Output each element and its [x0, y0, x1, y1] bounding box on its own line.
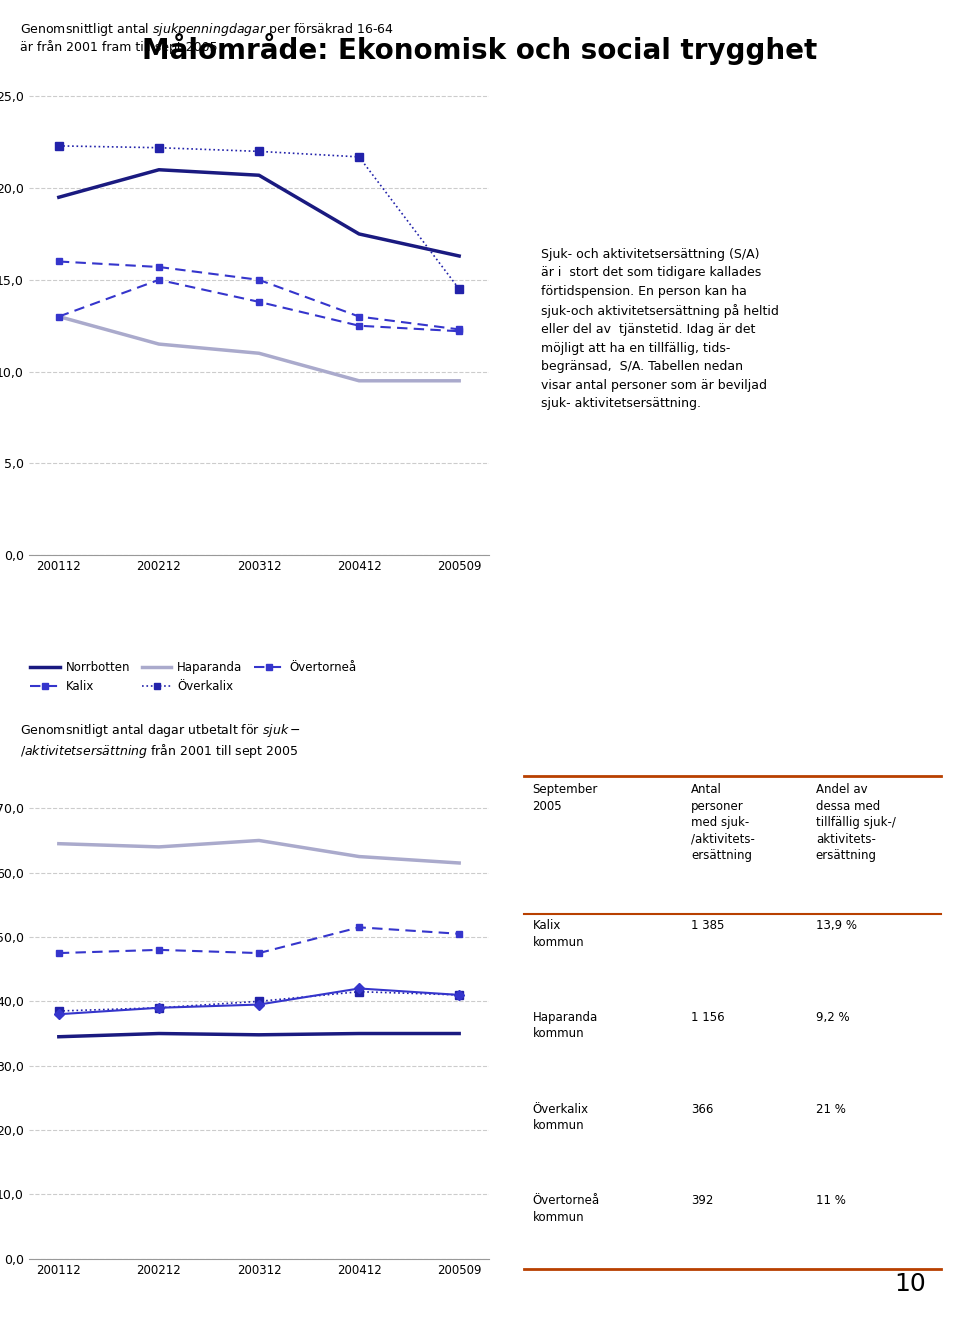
Text: 366: 366 — [691, 1102, 713, 1116]
Text: September
2005: September 2005 — [533, 783, 598, 812]
Text: 10: 10 — [895, 1272, 926, 1296]
Text: 13,9 %: 13,9 % — [816, 920, 857, 933]
Text: Överkalix
kommun: Överkalix kommun — [533, 1102, 588, 1132]
Text: 1 385: 1 385 — [691, 920, 724, 933]
Text: Haparanda
kommun: Haparanda kommun — [533, 1011, 598, 1040]
Text: 392: 392 — [691, 1194, 713, 1207]
Text: Antal
personer
med sjuk-
/aktivitets-
ersättning: Antal personer med sjuk- /aktivitets- er… — [691, 783, 755, 863]
Legend: Norrbotten, Kalix, Haparanda, Överkalix, Övertorneå: Norrbotten, Kalix, Haparanda, Överkalix,… — [26, 656, 362, 698]
Text: 1 156: 1 156 — [691, 1011, 725, 1024]
Text: Genomsnittligt antal $\it{sjukpenningdagar}$ per försäkrad 16-64
är från 2001 fr: Genomsnittligt antal $\it{sjukpenningdag… — [19, 21, 394, 54]
Text: Genomsnitligt antal dagar utbetalt för $\it{sjuk-}$
$\it{/aktivitetsersättning}$: Genomsnitligt antal dagar utbetalt för $… — [19, 722, 300, 761]
Text: Målområde: Ekonomisk och social trygghet: Målområde: Ekonomisk och social trygghet — [142, 33, 818, 65]
Text: Kalix
kommun: Kalix kommun — [533, 920, 585, 949]
Text: Andel av
dessa med
tillfällig sjuk-/
aktivitets-
ersättning: Andel av dessa med tillfällig sjuk-/ akt… — [816, 783, 896, 863]
Text: 11 %: 11 % — [816, 1194, 846, 1207]
Text: Övertorneå
kommun: Övertorneå kommun — [533, 1194, 600, 1224]
Text: Sjuk- och aktivitetsersättning (S/A)
är i  stort det som tidigare kallades
förti: Sjuk- och aktivitetsersättning (S/A) är … — [540, 248, 779, 411]
Text: 9,2 %: 9,2 % — [816, 1011, 850, 1024]
Text: 21 %: 21 % — [816, 1102, 846, 1116]
